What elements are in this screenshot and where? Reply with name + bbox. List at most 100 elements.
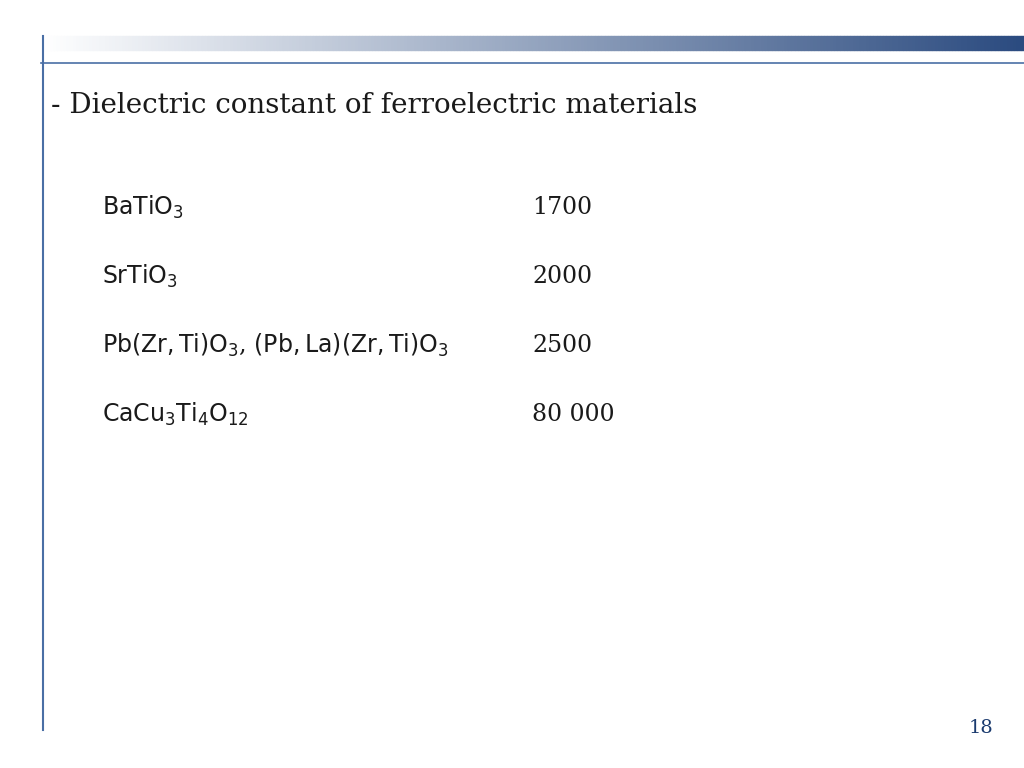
Bar (683, 36, 686, 50)
Bar (175, 36, 178, 50)
Bar (461, 36, 464, 50)
Bar (830, 36, 834, 50)
Bar (625, 36, 628, 50)
Bar (117, 36, 120, 50)
Bar (110, 36, 113, 50)
Bar (172, 36, 175, 50)
Bar (273, 36, 276, 50)
Bar (969, 36, 972, 50)
Bar (428, 36, 431, 50)
Bar (890, 36, 893, 50)
Bar (1011, 36, 1014, 50)
Bar (202, 36, 205, 50)
Bar (224, 36, 227, 50)
Bar (418, 36, 421, 50)
Bar (440, 36, 444, 50)
Bar (123, 36, 126, 50)
Bar (421, 36, 424, 50)
Bar (628, 36, 631, 50)
Bar (467, 36, 470, 50)
Bar (716, 36, 719, 50)
Bar (215, 36, 218, 50)
Bar (863, 36, 866, 50)
Bar (80, 36, 84, 50)
Bar (752, 36, 756, 50)
Bar (516, 36, 519, 50)
Bar (739, 36, 742, 50)
Bar (631, 36, 634, 50)
Bar (133, 36, 136, 50)
Bar (985, 36, 988, 50)
Bar (887, 36, 890, 50)
Bar (313, 36, 316, 50)
Bar (316, 36, 319, 50)
Bar (434, 36, 437, 50)
Bar (808, 36, 811, 50)
Bar (218, 36, 221, 50)
Bar (51, 36, 54, 50)
Bar (582, 36, 585, 50)
Bar (303, 36, 306, 50)
Bar (588, 36, 592, 50)
Bar (241, 36, 244, 50)
Bar (693, 36, 696, 50)
Bar (621, 36, 625, 50)
Bar (749, 36, 752, 50)
Bar (726, 36, 729, 50)
Text: 2500: 2500 (532, 334, 593, 357)
Bar (437, 36, 440, 50)
Bar (650, 36, 653, 50)
Bar (680, 36, 683, 50)
Bar (903, 36, 906, 50)
Bar (195, 36, 199, 50)
Bar (306, 36, 309, 50)
Bar (379, 36, 382, 50)
Bar (634, 36, 637, 50)
Bar (723, 36, 726, 50)
Bar (309, 36, 313, 50)
Bar (424, 36, 428, 50)
Bar (932, 36, 936, 50)
Bar (870, 36, 873, 50)
Bar (395, 36, 398, 50)
Bar (880, 36, 883, 50)
Bar (199, 36, 202, 50)
Bar (470, 36, 473, 50)
Bar (431, 36, 434, 50)
Bar (464, 36, 467, 50)
Bar (975, 36, 978, 50)
Bar (287, 36, 290, 50)
Bar (1008, 36, 1011, 50)
Bar (896, 36, 899, 50)
Bar (227, 36, 231, 50)
Text: - Dielectric constant of ferroelectric materials: - Dielectric constant of ferroelectric m… (51, 92, 697, 119)
Bar (909, 36, 912, 50)
Bar (929, 36, 932, 50)
Bar (385, 36, 388, 50)
Bar (906, 36, 909, 50)
Bar (84, 36, 87, 50)
Bar (611, 36, 614, 50)
Bar (660, 36, 664, 50)
Bar (333, 36, 336, 50)
Bar (559, 36, 562, 50)
Bar (519, 36, 522, 50)
Bar (522, 36, 526, 50)
Bar (451, 36, 454, 50)
Bar (404, 36, 408, 50)
Bar (965, 36, 969, 50)
Bar (962, 36, 965, 50)
Bar (264, 36, 267, 50)
Bar (997, 36, 1001, 50)
Bar (899, 36, 903, 50)
Bar (382, 36, 385, 50)
Bar (710, 36, 713, 50)
Bar (732, 36, 735, 50)
Bar (185, 36, 188, 50)
Bar (571, 36, 575, 50)
Bar (958, 36, 962, 50)
Bar (552, 36, 555, 50)
Text: 2000: 2000 (532, 265, 593, 288)
Bar (159, 36, 162, 50)
Bar (208, 36, 211, 50)
